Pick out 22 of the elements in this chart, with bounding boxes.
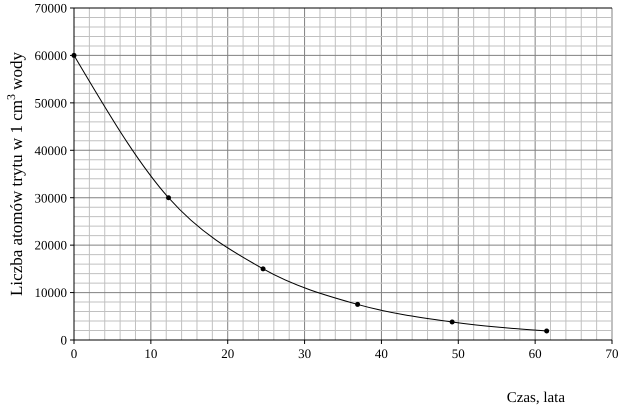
point: [355, 302, 360, 307]
y-tick-label: 50000: [34, 95, 67, 110]
x-tick-label: 10: [144, 346, 158, 361]
x-tick-label: 40: [374, 346, 388, 361]
point: [450, 319, 455, 324]
y-tick-label: 60000: [34, 48, 67, 63]
x-tick-label: 70: [606, 346, 618, 361]
x-tick-label: 20: [221, 346, 234, 361]
point: [260, 266, 266, 272]
x-tick-label: 0: [70, 346, 78, 361]
point: [544, 328, 550, 334]
x-tick-label: 50: [452, 346, 465, 361]
x-axis-title: Czas, lata: [506, 390, 566, 406]
y-tick-label: 10000: [34, 285, 67, 300]
x-tick-label: 60: [528, 346, 542, 361]
y-tick-label: 70000: [34, 0, 67, 16]
x-tick-label: 30: [298, 346, 312, 361]
y-tick-label: 0: [60, 332, 67, 348]
y-tick-label: 30000: [34, 190, 67, 206]
y-tick-label: 40000: [34, 142, 67, 158]
y-tick-label: 20000: [34, 238, 67, 253]
point: [166, 195, 172, 200]
